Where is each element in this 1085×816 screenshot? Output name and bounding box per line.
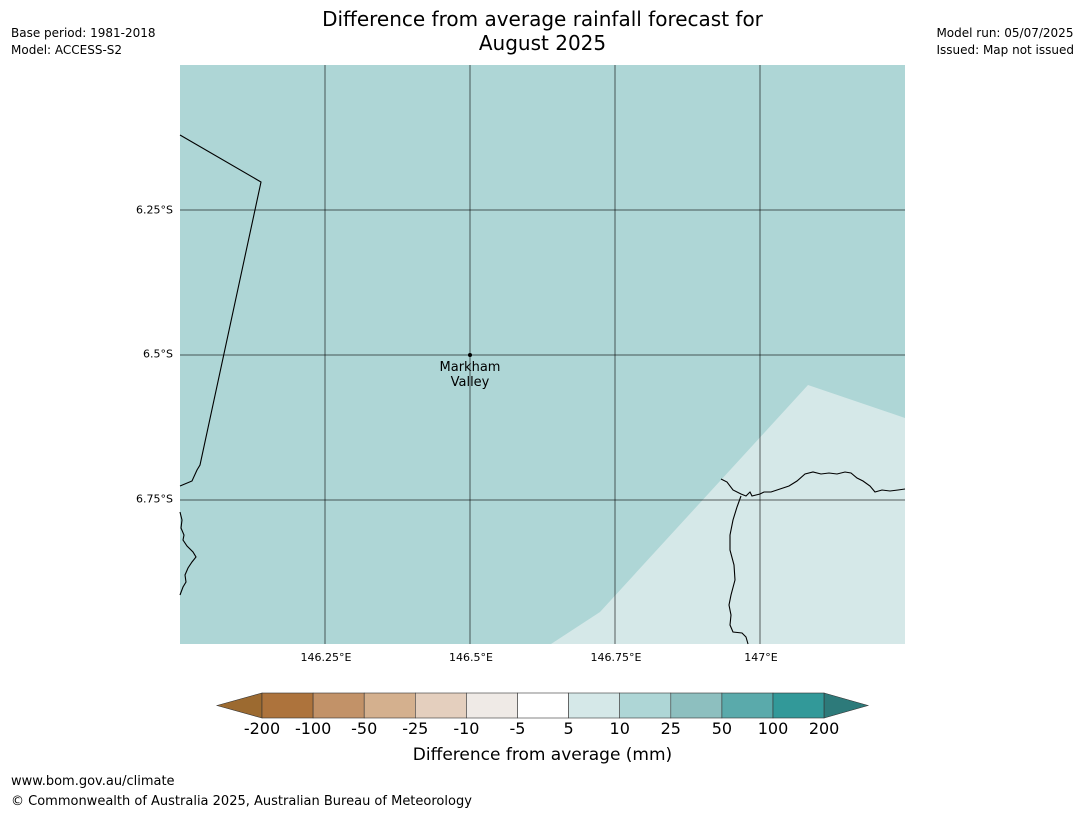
legend-value-label: 5	[563, 719, 574, 738]
legend-swatch	[466, 692, 518, 719]
legend-value-label: 200	[808, 719, 840, 738]
footer-copyright: © Commonwealth of Australia 2025, Austra…	[11, 794, 472, 809]
longitude-label: 147°E	[744, 651, 778, 664]
legend-value-label: -5	[509, 719, 526, 738]
title-line-2: August 2025	[478, 31, 607, 55]
legend-swatch	[312, 692, 365, 719]
legend-swatch	[363, 692, 416, 719]
river-line	[728, 495, 749, 645]
place-label-line-1: Markham	[439, 360, 501, 375]
longitude-label: 146.5°E	[449, 651, 493, 664]
legend-value-label: -25	[402, 719, 429, 738]
legend-swatch	[261, 692, 314, 719]
legend-colorbar	[215, 692, 870, 719]
legend-value-label: -100	[294, 719, 332, 738]
legend-swatch	[517, 692, 569, 719]
legend-swatch	[772, 692, 825, 719]
legend-extension-low	[215, 692, 263, 719]
legend-swatch	[619, 692, 672, 719]
latitude-label: 6.75°S	[136, 492, 173, 506]
meta-left: Base period: 1981-2018 Model: ACCESS-S2	[11, 25, 156, 59]
legend-values: -200 -100 -50 -25 -10 -5 5 10 25 50 100 200	[0, 719, 1085, 739]
legend-extension-high	[823, 692, 870, 719]
coastline	[179, 511, 197, 596]
issued-text: Issued: Map not issued	[936, 43, 1074, 57]
legend-value-label: -200	[243, 719, 281, 738]
border-line	[179, 134, 262, 487]
map-title: Difference from average rainfall forecas…	[0, 7, 1085, 55]
legend-swatch	[414, 692, 467, 719]
legend-value-label: 50	[711, 719, 733, 738]
model-run-text: Model run: 05/07/2025	[936, 26, 1074, 40]
place-marker	[468, 353, 472, 357]
legend-value-label: -10	[453, 719, 480, 738]
legend-value-label: 100	[757, 719, 789, 738]
latitude-label: 6.5°S	[143, 347, 173, 361]
legend-value-label: 10	[609, 719, 630, 738]
footer-url: www.bom.gov.au/climate	[11, 774, 175, 789]
base-period-text: Base period: 1981-2018	[11, 26, 156, 40]
legend-value-label: -50	[351, 719, 378, 738]
latitude-label: 6.25°S	[136, 203, 173, 217]
legend-value-label: 25	[660, 719, 681, 738]
place-label: Markham Valley	[440, 360, 501, 390]
longitude-label: 146.75°E	[590, 651, 642, 664]
model-text: Model: ACCESS-S2	[11, 43, 123, 57]
legend-title: Difference from average (mm)	[412, 745, 673, 765]
place-label-line-2: Valley	[450, 375, 490, 390]
legend-swatch	[721, 692, 774, 719]
legend-swatch	[670, 692, 723, 719]
legend-swatch	[568, 692, 620, 719]
coastline	[720, 471, 906, 497]
longitude-label: 146.25°E	[300, 651, 352, 664]
meta-right: Model run: 05/07/2025 Issued: Map not is…	[936, 25, 1074, 59]
title-line-1: Difference from average rainfall forecas…	[322, 7, 763, 31]
lighter-forecast-region	[551, 385, 905, 644]
